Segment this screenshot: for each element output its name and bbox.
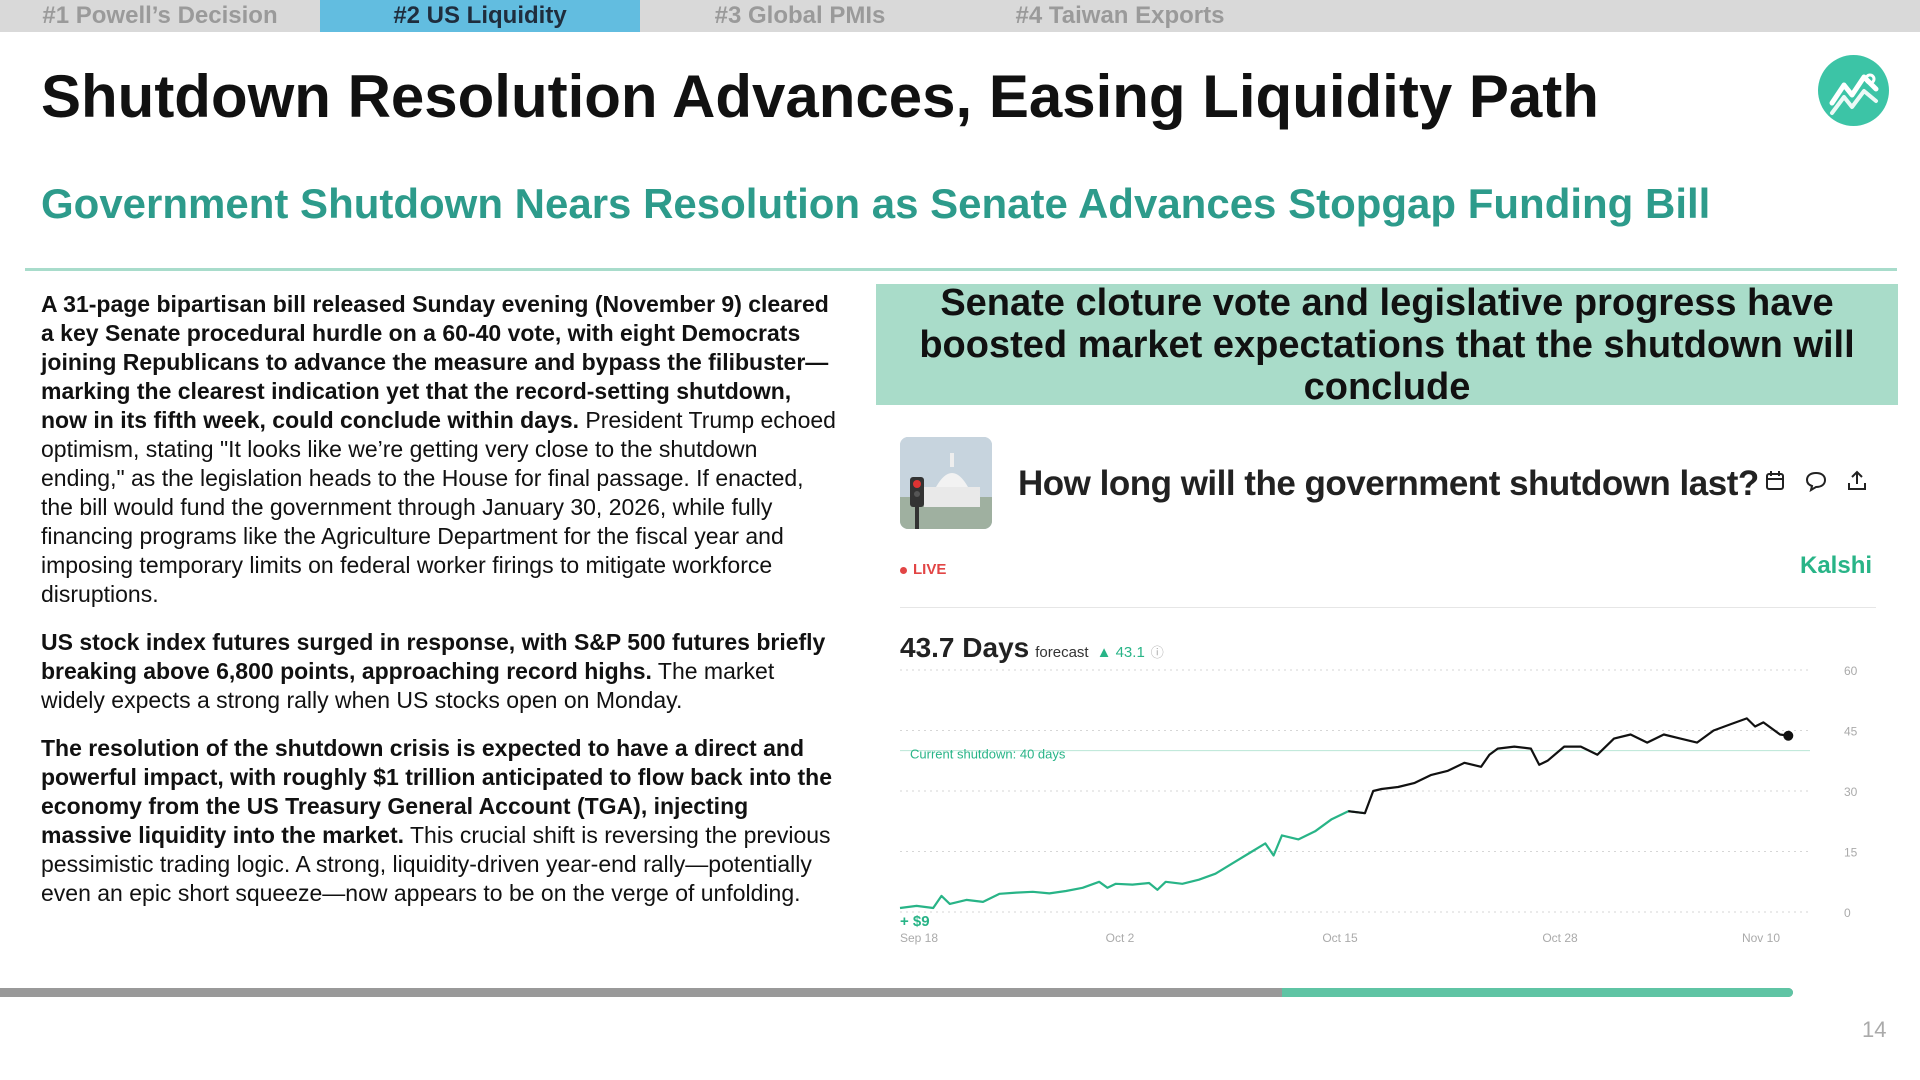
slide-progress-fill <box>1282 988 1793 997</box>
page-title: Shutdown Resolution Advances, Easing Liq… <box>41 63 1599 130</box>
paragraph-lead: A 31-page bipartisan bill released Sunda… <box>41 291 829 433</box>
forecast-caption: forecast <box>1035 644 1089 661</box>
forecast-value: 43.7 Days <box>900 632 1030 663</box>
y-tick-label: 0 <box>1844 906 1851 920</box>
paragraph-rest: President Trump echoed optimism, stating… <box>41 407 836 607</box>
calendar-icon[interactable] <box>1762 468 1788 494</box>
market-question[interactable]: How long will the government shutdown la… <box>1018 464 1759 503</box>
y-tick-label: 15 <box>1844 846 1858 860</box>
slide-progress-track <box>0 988 1793 997</box>
live-indicator: LIVE <box>900 561 946 578</box>
y-tick-label: 45 <box>1844 725 1858 739</box>
info-icon[interactable]: ⓘ <box>1150 645 1164 660</box>
x-tick-label: Oct 15 <box>1322 931 1358 945</box>
chart-logo-icon <box>1818 55 1889 126</box>
tab-global-pmis[interactable]: #3 Global PMIs <box>714 2 886 29</box>
forecast-line-chart: 0 15 30 45 60 Sep 18 Oct 2 Oct 15 Oct 28 Nov 10 Cu… <box>899 664 1858 945</box>
card-divider <box>900 607 1876 608</box>
x-tick-label: Nov 10 <box>1742 931 1780 945</box>
tab-powells-decision[interactable]: #1 Powell’s Decision <box>42 2 278 29</box>
live-label: LIVE <box>913 561 947 578</box>
capitol-thumbnail <box>900 437 992 529</box>
page-number: 14 <box>1862 1017 1887 1042</box>
series-line-early <box>899 810 1366 910</box>
brand-logo[interactable]: Kalshi <box>1800 552 1873 579</box>
paragraph-lead: US stock index futures surged in respons… <box>41 629 826 684</box>
series-endpoint <box>1783 730 1794 741</box>
paragraph: The resolution of the shutdown crisis is… <box>41 734 841 908</box>
callout-box: Senate cloture vote and legislative prog… <box>876 282 1898 408</box>
tab-us-liquidity[interactable]: #2 US Liquidity <box>320 0 640 32</box>
prediction-market-card: How long will the government shutdown la… <box>876 420 1898 960</box>
page-subtitle: Government Shutdown Nears Resolution as … <box>41 180 1711 227</box>
share-icon[interactable] <box>1844 468 1870 494</box>
paragraph-rest: This crucial shift is reversing the prev… <box>41 822 831 906</box>
y-tick-label: 30 <box>1844 785 1858 799</box>
article-body: A 31-page bipartisan bill released Sunda… <box>41 290 841 927</box>
forecast-headline: 43.7 Days forecast ▲ 43.1 ⓘ <box>900 632 1164 664</box>
divider <box>25 268 1897 271</box>
paragraph: A 31-page bipartisan bill released Sunda… <box>41 290 841 609</box>
paragraph: US stock index futures surged in respons… <box>41 628 841 715</box>
series-line-late <box>1348 717 1789 815</box>
paragraph-lead: The resolution of the shutdown crisis is… <box>41 735 832 848</box>
reference-line-label: Current shutdown: 40 days <box>910 747 1066 762</box>
y-tick-label: 60 <box>1844 664 1858 678</box>
x-tick-label: Oct 28 <box>1542 931 1578 945</box>
x-tick-label: Sep 18 <box>900 931 938 945</box>
forecast-delta-value: 43.1 <box>1115 644 1145 661</box>
comment-icon[interactable] <box>1803 468 1829 494</box>
corner-label: + $9 <box>900 913 930 930</box>
tab-bar: #1 Powell’s Decision #2 US Liquidity #3 … <box>0 0 1920 32</box>
x-tick-label: Oct 2 <box>1106 931 1135 945</box>
tab-taiwan-exports[interactable]: #4 Taiwan Exports <box>1015 2 1225 29</box>
live-dot-icon <box>900 566 907 574</box>
forecast-delta: ▲ 43.1 <box>1096 644 1145 661</box>
paragraph-rest: The market widely expects a strong rally… <box>41 658 775 713</box>
